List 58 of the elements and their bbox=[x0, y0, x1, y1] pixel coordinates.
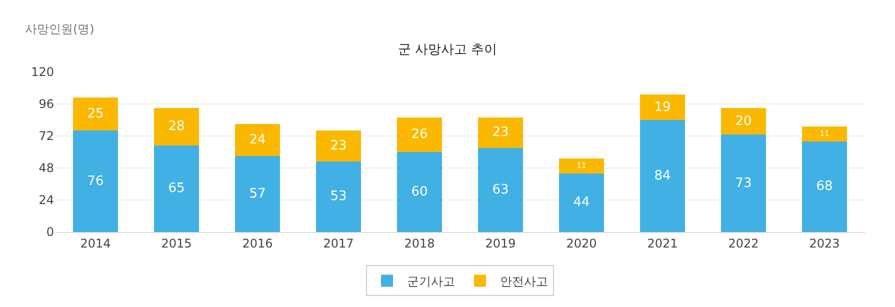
bar bbox=[154, 108, 199, 146]
bar bbox=[802, 126, 847, 142]
x-tick-label: 2020 bbox=[566, 236, 597, 250]
data-label: 57 bbox=[249, 186, 266, 202]
data-label: 73 bbox=[735, 176, 752, 191]
data-label: 25 bbox=[87, 106, 104, 122]
bar bbox=[640, 120, 685, 232]
bar bbox=[721, 108, 766, 135]
legend-label: 군기사고 bbox=[407, 274, 455, 288]
bar bbox=[640, 94, 685, 120]
bar bbox=[235, 156, 280, 232]
bar bbox=[73, 130, 118, 232]
bar bbox=[802, 141, 847, 232]
bar bbox=[721, 134, 766, 232]
y-tick-label: 48 bbox=[38, 161, 54, 176]
x-tick-label: 2019 bbox=[485, 236, 516, 250]
x-tick-label: 2021 bbox=[647, 236, 678, 250]
data-label: 28 bbox=[168, 119, 185, 134]
bar bbox=[235, 124, 280, 156]
data-label: 63 bbox=[492, 182, 509, 198]
x-tick-label: 2014 bbox=[80, 236, 111, 250]
y-tick-label: 0 bbox=[46, 225, 54, 240]
y-axis-title: 사망인원(명) bbox=[25, 22, 94, 36]
data-label: 65 bbox=[168, 181, 185, 196]
bar bbox=[478, 148, 523, 232]
y-tick-label: 24 bbox=[38, 193, 54, 208]
data-label: 53 bbox=[330, 189, 347, 204]
x-tick-label: 2022 bbox=[728, 236, 759, 250]
x-tick-label: 2016 bbox=[242, 236, 273, 250]
y-tick-label: 72 bbox=[38, 129, 54, 144]
data-label: 24 bbox=[249, 132, 266, 148]
data-label: 60 bbox=[411, 184, 428, 200]
data-label: 19 bbox=[654, 100, 671, 115]
bar bbox=[559, 173, 604, 232]
y-tick-label: 96 bbox=[38, 97, 54, 112]
bar bbox=[316, 161, 361, 232]
bar bbox=[397, 152, 442, 232]
bar bbox=[73, 97, 118, 131]
bar bbox=[478, 117, 523, 148]
x-tick-label: 2015 bbox=[161, 236, 192, 250]
data-label: 84 bbox=[654, 168, 671, 184]
data-label: 44 bbox=[573, 195, 590, 210]
data-label: 76 bbox=[87, 174, 104, 189]
bar bbox=[397, 117, 442, 152]
data-label: 68 bbox=[816, 179, 833, 194]
bar bbox=[316, 130, 361, 162]
x-tick-label: 2018 bbox=[404, 236, 435, 250]
bar bbox=[154, 145, 199, 232]
data-label: 23 bbox=[330, 138, 347, 154]
bar bbox=[559, 158, 604, 174]
data-label: 20 bbox=[735, 114, 752, 129]
data-label: 23 bbox=[492, 125, 509, 140]
chart-title: 군 사망사고 추이 bbox=[398, 42, 498, 58]
y-tick-label: 120 bbox=[31, 65, 54, 80]
x-tick-label: 2017 bbox=[323, 236, 354, 250]
legend-label: 안전사고 bbox=[500, 274, 548, 288]
x-tick-label: 2023 bbox=[809, 236, 840, 250]
data-label: 26 bbox=[411, 127, 428, 142]
